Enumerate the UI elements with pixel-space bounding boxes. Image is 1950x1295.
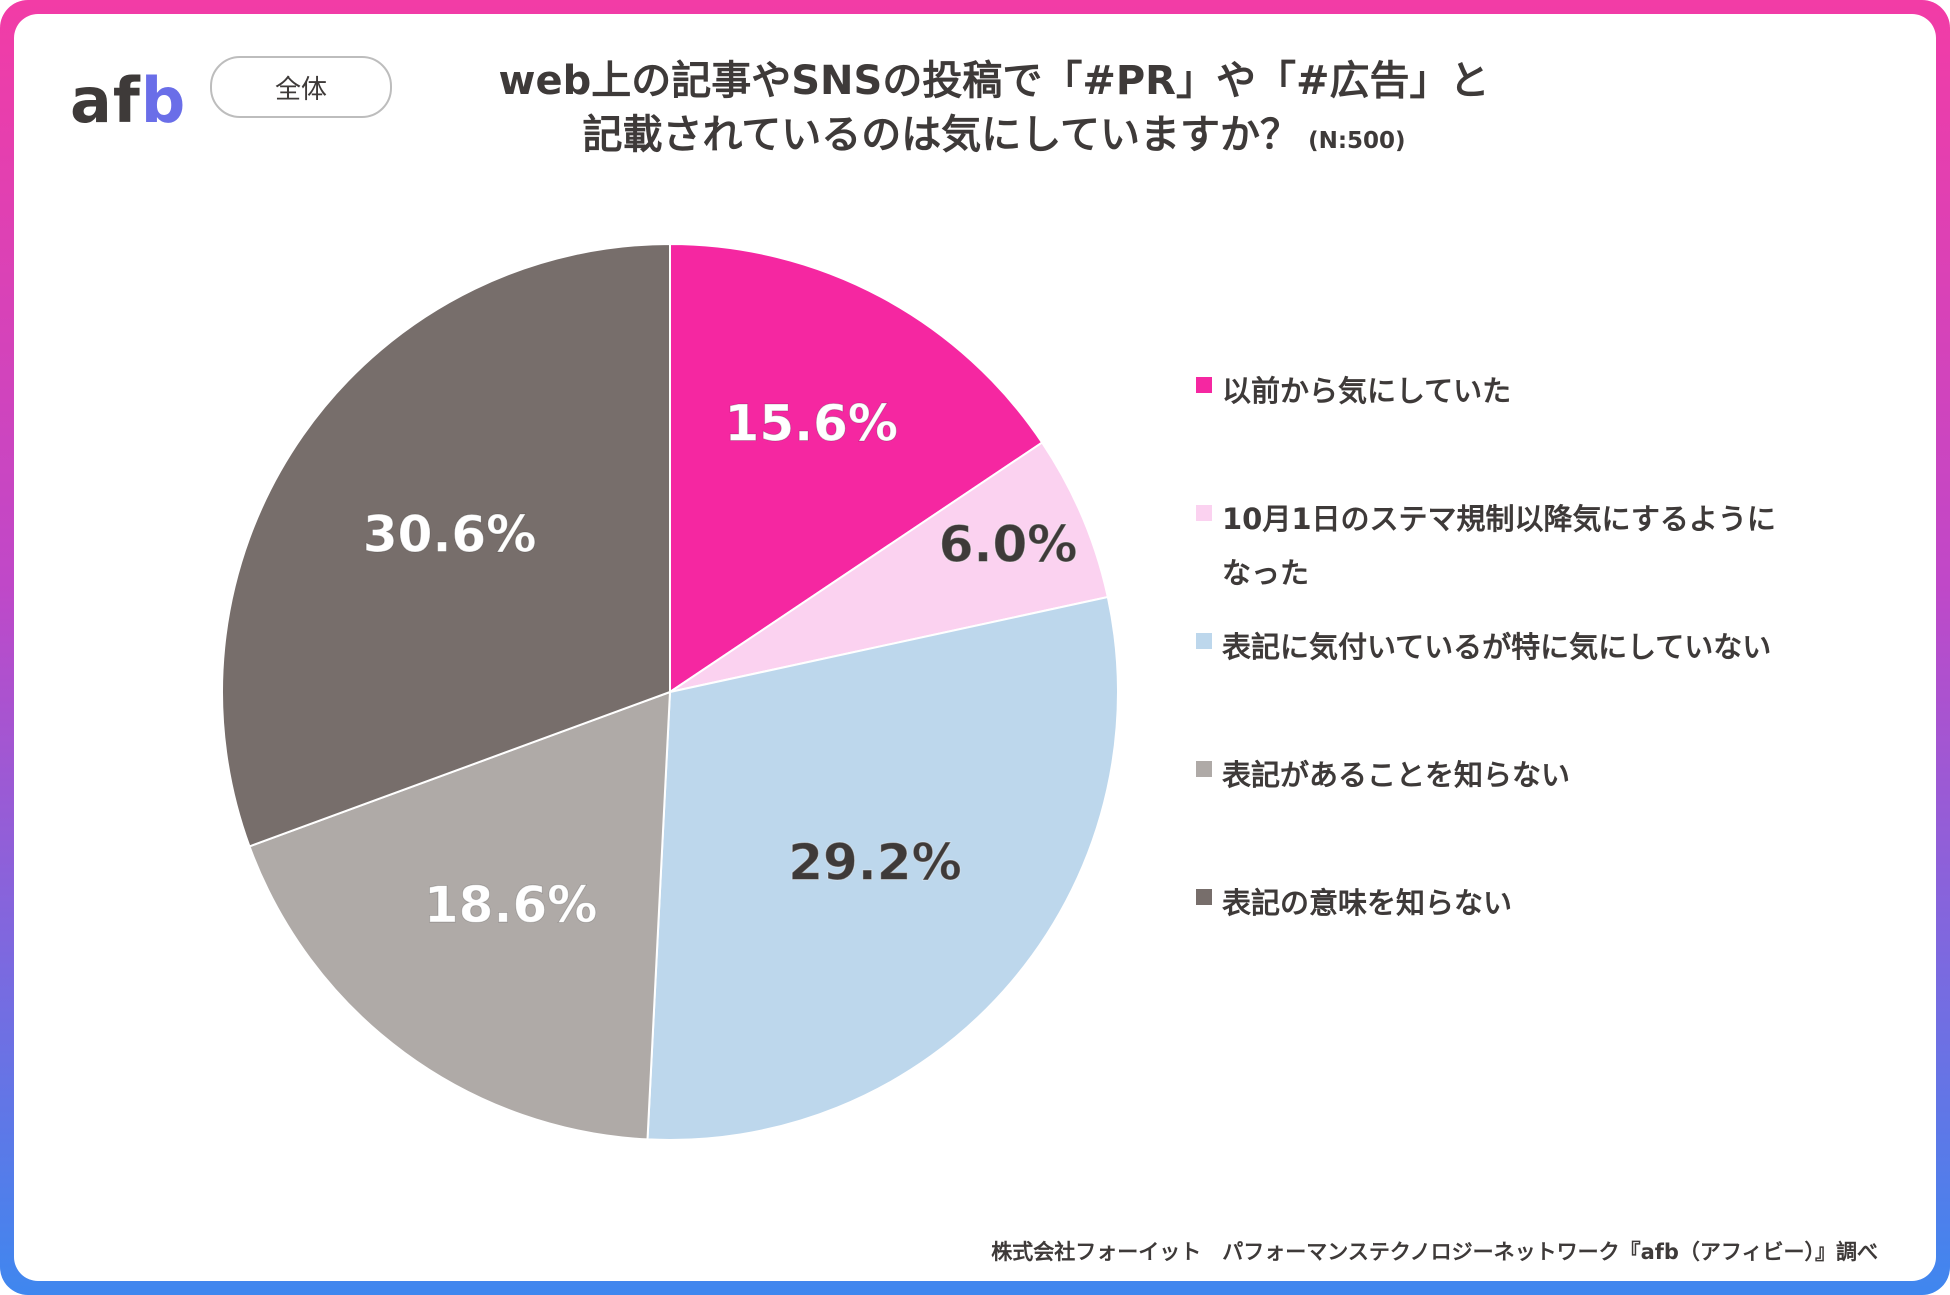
legend-label-2-line-2: なった: [1222, 556, 1310, 590]
pie-slice-2: [669, 441, 1110, 693]
legend-swatch-1: [1196, 377, 1212, 393]
pie-slice-5: [221, 242, 671, 848]
legend-label-2: 10月1日のステマ規制以降気にするように なった: [1222, 492, 1776, 600]
source-credit: 株式会社フォーイット パフォーマンステクノロジーネットワーク『afb（アフィビー…: [991, 1240, 1878, 1264]
legend-item-4: 表記があることを知らない: [1196, 748, 1876, 802]
afb-logo: af b: [70, 64, 187, 137]
legend-label-3: 表記に気付いているが特に気にしていない: [1222, 620, 1771, 674]
legend-label-1: 以前から気にしていた: [1222, 364, 1511, 418]
pie-data-label-3: 29.2%: [788, 833, 961, 891]
legend-label-1-line-1: 以前から気にしていた: [1222, 374, 1512, 408]
legend-label-3-line-1: 表記に気付いているが特に気にしていない: [1222, 630, 1772, 664]
title-line-2: 記載されているのは気にしていますか？: [582, 112, 1301, 158]
legend-item-2: 10月1日のステマ規制以降気にするように なった: [1196, 492, 1876, 600]
legend-label-4-line-1: 表記があることを知らない: [1222, 758, 1571, 792]
pie-data-label-2: 6.0%: [939, 516, 1078, 574]
legend-label-4: 表記があることを知らない: [1222, 748, 1570, 802]
title-line-1: web上の記事やSNSの投稿で「#PR」や「#広告」と: [498, 58, 1490, 104]
legend-label-5-line-1: 表記の意味を知らない: [1222, 886, 1513, 920]
legend-swatch-2: [1196, 505, 1212, 521]
pie-data-label-5: 30.6%: [363, 506, 536, 564]
legend-swatch-3: [1196, 633, 1212, 649]
sample-size: (N:500): [1308, 128, 1406, 154]
pie-data-label-4: 18.6%: [424, 876, 597, 934]
pie-slice-4: [248, 690, 672, 1141]
legend-item-3: 表記に気付いているが特に気にしていない: [1196, 620, 1876, 674]
chart-title: web上の記事やSNSの投稿で「#PR」や「#広告」と 記載されているのは気にし…: [394, 54, 1594, 168]
title-line-2-wrap: 記載されているのは気にしていますか？ (N:500): [394, 108, 1594, 168]
legend-swatch-4: [1196, 761, 1212, 777]
logo-text-b: b: [140, 64, 187, 137]
legend-label-2-line-1: 10月1日のステマ規制以降気にするように: [1222, 502, 1776, 536]
pie-slice-1: [669, 242, 1044, 694]
legend-swatch-5: [1196, 889, 1212, 905]
logo-text-af: af: [70, 64, 141, 137]
segment-tag: 全体: [210, 56, 392, 118]
legend-item-1: 以前から気にしていた: [1196, 364, 1876, 418]
pie-slice-3: [646, 595, 1119, 1141]
legend-item-5: 表記の意味を知らない: [1196, 876, 1876, 930]
legend-label-5: 表記の意味を知らない: [1222, 876, 1512, 930]
pie-data-label-1: 15.6%: [725, 395, 898, 453]
